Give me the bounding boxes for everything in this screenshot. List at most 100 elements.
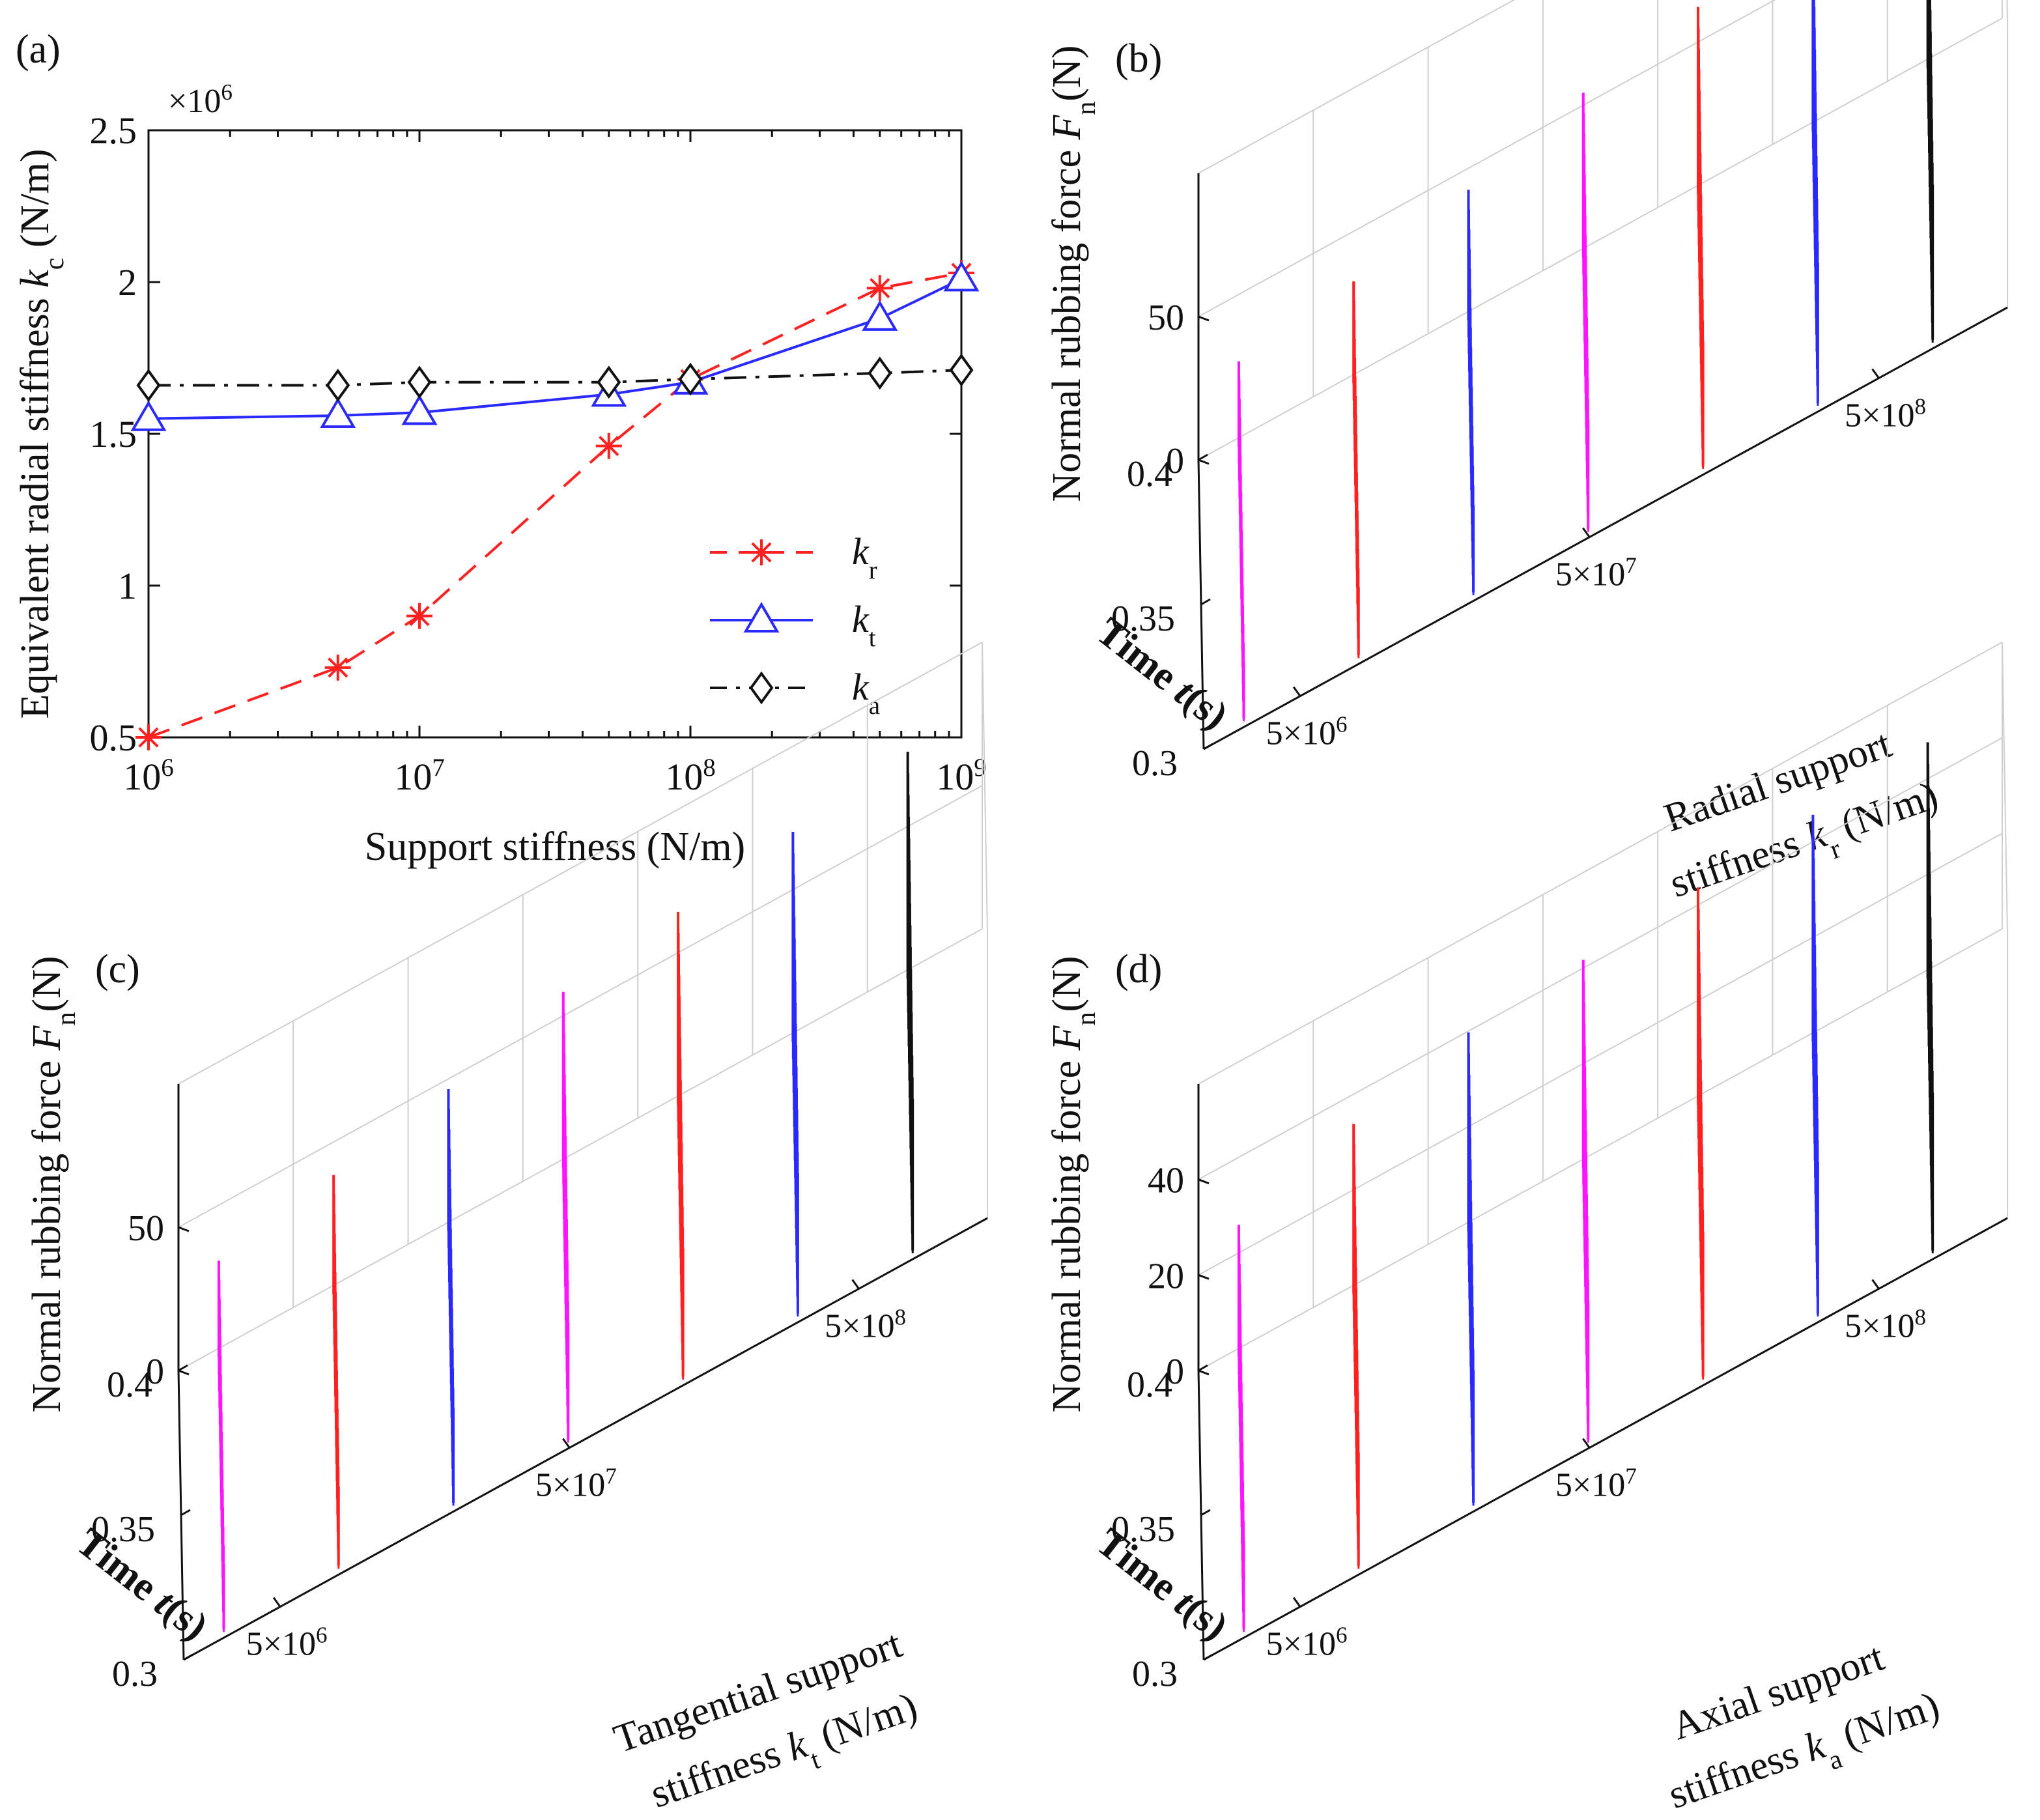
grid-line: [1198, 737, 2003, 1180]
grid-line: [1198, 18, 2003, 461]
data-point: [949, 353, 974, 387]
series-5: [677, 911, 685, 1380]
series-4: [1581, 92, 1590, 532]
series-1: [217, 1260, 225, 1632]
x-axis-label: Support stiffness (N/m): [365, 825, 745, 869]
time-tick: [1200, 1509, 1211, 1516]
stiffness-tick: [1292, 1597, 1301, 1608]
stiffness-tick-label: 5×108: [825, 1304, 906, 1345]
time-tick-label: 0.35: [1111, 599, 1175, 639]
series-6: [791, 831, 799, 1316]
z-tick: [1198, 1178, 1210, 1185]
data-point: [597, 365, 621, 399]
z-axis-label: Normal rubbing force Fn(N): [1045, 45, 1101, 502]
x-tick-label: 107: [394, 754, 445, 799]
x-tick-label: 109: [936, 754, 987, 799]
time-tick: [178, 1364, 188, 1372]
stiffness-axis: [1203, 306, 2008, 750]
stiffness-tick: [851, 1279, 860, 1290]
grid-walls: [178, 642, 988, 1371]
legend-entry: ka: [710, 666, 880, 720]
series-3: [1467, 190, 1475, 595]
time-tick: [1198, 453, 1208, 461]
legend-label: kr: [852, 530, 877, 584]
z-tick-label: 40: [1148, 1161, 1184, 1201]
y-tick-label: 1: [118, 565, 137, 607]
data-point: [320, 397, 356, 429]
series-7: [906, 751, 914, 1254]
series-line: [148, 272, 962, 739]
legend-entry: kt: [710, 598, 876, 652]
time-tick-label: 0.4: [1127, 1365, 1172, 1405]
time-tick-label: 0.35: [91, 1509, 155, 1550]
data-point: [407, 365, 432, 399]
grid-line: [2002, 642, 2008, 1218]
data-point: [409, 606, 430, 627]
series-7: [1926, 0, 1934, 343]
data-point: [130, 400, 167, 431]
series-r: [135, 260, 974, 750]
z-tick: [178, 1226, 190, 1232]
x-tick-label: 106: [123, 754, 174, 799]
series-line: [148, 277, 962, 420]
stiffness-tick-label: 5×107: [1555, 1463, 1637, 1504]
panel-label: (b): [1115, 36, 1162, 81]
z-tick: [1198, 315, 1210, 322]
panel-a: 0.5 1 1.5 2 2.5 106 107 108 109 ×106 Support stiff…: [13, 27, 987, 869]
stiffness-tick-label: 5×107: [535, 1463, 617, 1504]
data-point: [328, 657, 348, 678]
series-line: [149, 369, 962, 387]
panel-d: 0 20 40 0.4 0.35 0.3 5×106 5×107 5×108 Normal rub…: [1045, 642, 2008, 1817]
series-4: [561, 991, 570, 1443]
z-tick-label: 50: [128, 1208, 164, 1249]
x-tick-label: 108: [665, 754, 716, 799]
time-tick-label: 0.3: [1132, 743, 1178, 784]
grid-line: [1198, 0, 1516, 174]
time-tick: [1200, 598, 1211, 606]
data-point: [870, 277, 890, 298]
series-7: [1926, 742, 1934, 1254]
grid-line: [178, 785, 983, 1228]
series-2: [1352, 1124, 1360, 1569]
legend-label: ka: [852, 666, 880, 720]
grid-walls: [1198, 642, 2008, 1371]
time-tick-label: 0.35: [1111, 1509, 1175, 1550]
grid-walls: [1198, 0, 2008, 461]
grid-line: [2006, 0, 2008, 307]
data-point: [678, 362, 703, 396]
panel-b: 0 50 0.4 0.35 0.3 5×106 5×107 5×108 Normal rubbi…: [1045, 0, 2008, 906]
grid-line: [178, 642, 983, 1085]
time-tick: [183, 1653, 193, 1661]
stiffness-tick-label: 5×106: [1266, 711, 1348, 752]
axes: 0 50 0.4 0.35 0.3 5×106 5×107 5×108: [1111, 173, 2008, 784]
panel-c: 0 50 0.4 0.35 0.3 5×106 5×107 5×108 Normal rubbi…: [25, 642, 988, 1817]
time-tick: [1203, 743, 1213, 750]
series-1: [1237, 1225, 1245, 1632]
legend-entry: kr: [710, 530, 877, 584]
panel-label: (a): [16, 27, 61, 72]
stiffness-tick-label: 5×106: [246, 1622, 328, 1663]
time-tick: [180, 1509, 191, 1516]
grid-line: [1198, 0, 1776, 317]
series-5: [1697, 887, 1705, 1380]
grid-line: [982, 642, 988, 1218]
data-point: [868, 356, 892, 390]
series-1: [1237, 361, 1245, 722]
stiffness-axis: [183, 1217, 988, 1661]
z-tick-label: 0: [1166, 1352, 1184, 1392]
stiffness-tick-label: 5×106: [1266, 1622, 1348, 1663]
panel-label: (d): [1115, 947, 1162, 991]
grid-line: [178, 928, 983, 1371]
data-point: [862, 300, 898, 331]
series-6: [1811, 814, 1819, 1316]
time-tick: [1198, 1364, 1208, 1372]
stiffness-tick: [1292, 686, 1301, 697]
z-tick-label: 0: [146, 1352, 164, 1392]
stiffness-axis: [1203, 1217, 2008, 1661]
y-tick-label: 0.5: [90, 717, 137, 759]
z-tick: [1198, 459, 1210, 465]
data-point: [943, 261, 980, 292]
z-axis-label: Normal rubbing force Fn(N): [1045, 956, 1101, 1412]
series-3: [1467, 1032, 1475, 1506]
stiffness-tick: [1582, 1438, 1591, 1449]
